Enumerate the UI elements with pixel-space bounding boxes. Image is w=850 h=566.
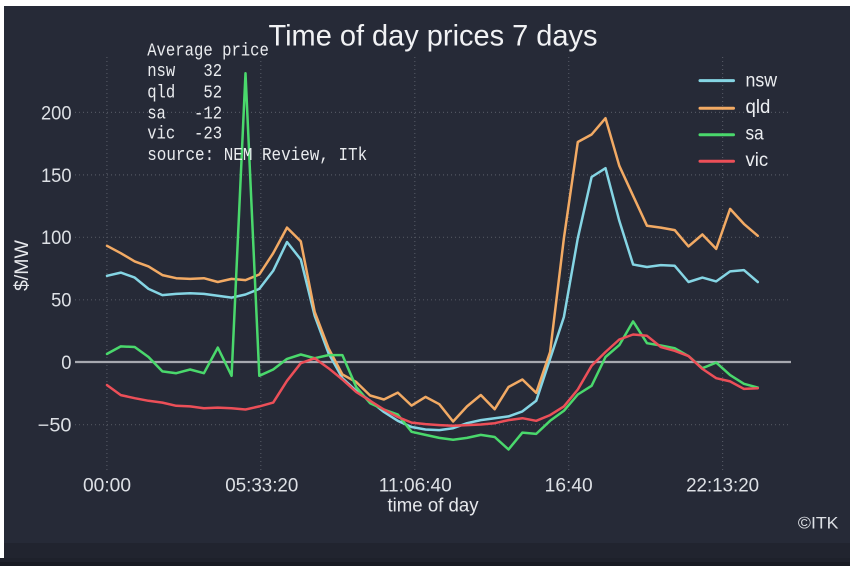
svg-text:qld: qld [746, 97, 771, 118]
svg-text:time of day: time of day [388, 496, 479, 517]
svg-text:200: 200 [41, 103, 72, 124]
svg-text:source: NEM Review, ITk: source: NEM Review, ITk [147, 146, 367, 166]
svg-text:50: 50 [51, 291, 71, 312]
svg-text:vic -23: vic -23 [147, 125, 222, 145]
svg-text:sa -12: sa -12 [147, 104, 222, 124]
svg-text:16:40: 16:40 [545, 476, 593, 497]
svg-text:11:06:40: 11:06:40 [379, 476, 452, 497]
svg-text:nsw 32: nsw 32 [147, 62, 222, 82]
svg-text:150: 150 [41, 166, 72, 187]
svg-text:05:33:20: 05:33:20 [225, 476, 298, 497]
svg-text:sa: sa [746, 124, 764, 145]
svg-text:0: 0 [61, 353, 71, 374]
svg-text:Average price: Average price [147, 42, 269, 62]
svg-text:100: 100 [41, 228, 72, 249]
svg-text:qld 52: qld 52 [147, 84, 222, 104]
svg-text:vic: vic [746, 150, 769, 171]
svg-text:00:00: 00:00 [83, 476, 131, 497]
svg-text:Time of day prices 7 days: Time of day prices 7 days [269, 20, 598, 53]
svg-text:nsw: nsw [746, 71, 778, 92]
svg-text:©ITK: ©ITK [798, 515, 839, 533]
svg-text:22:13:20: 22:13:20 [686, 476, 759, 497]
svg-text:−50: −50 [38, 416, 72, 437]
svg-text:$/MW: $/MW [12, 240, 33, 291]
